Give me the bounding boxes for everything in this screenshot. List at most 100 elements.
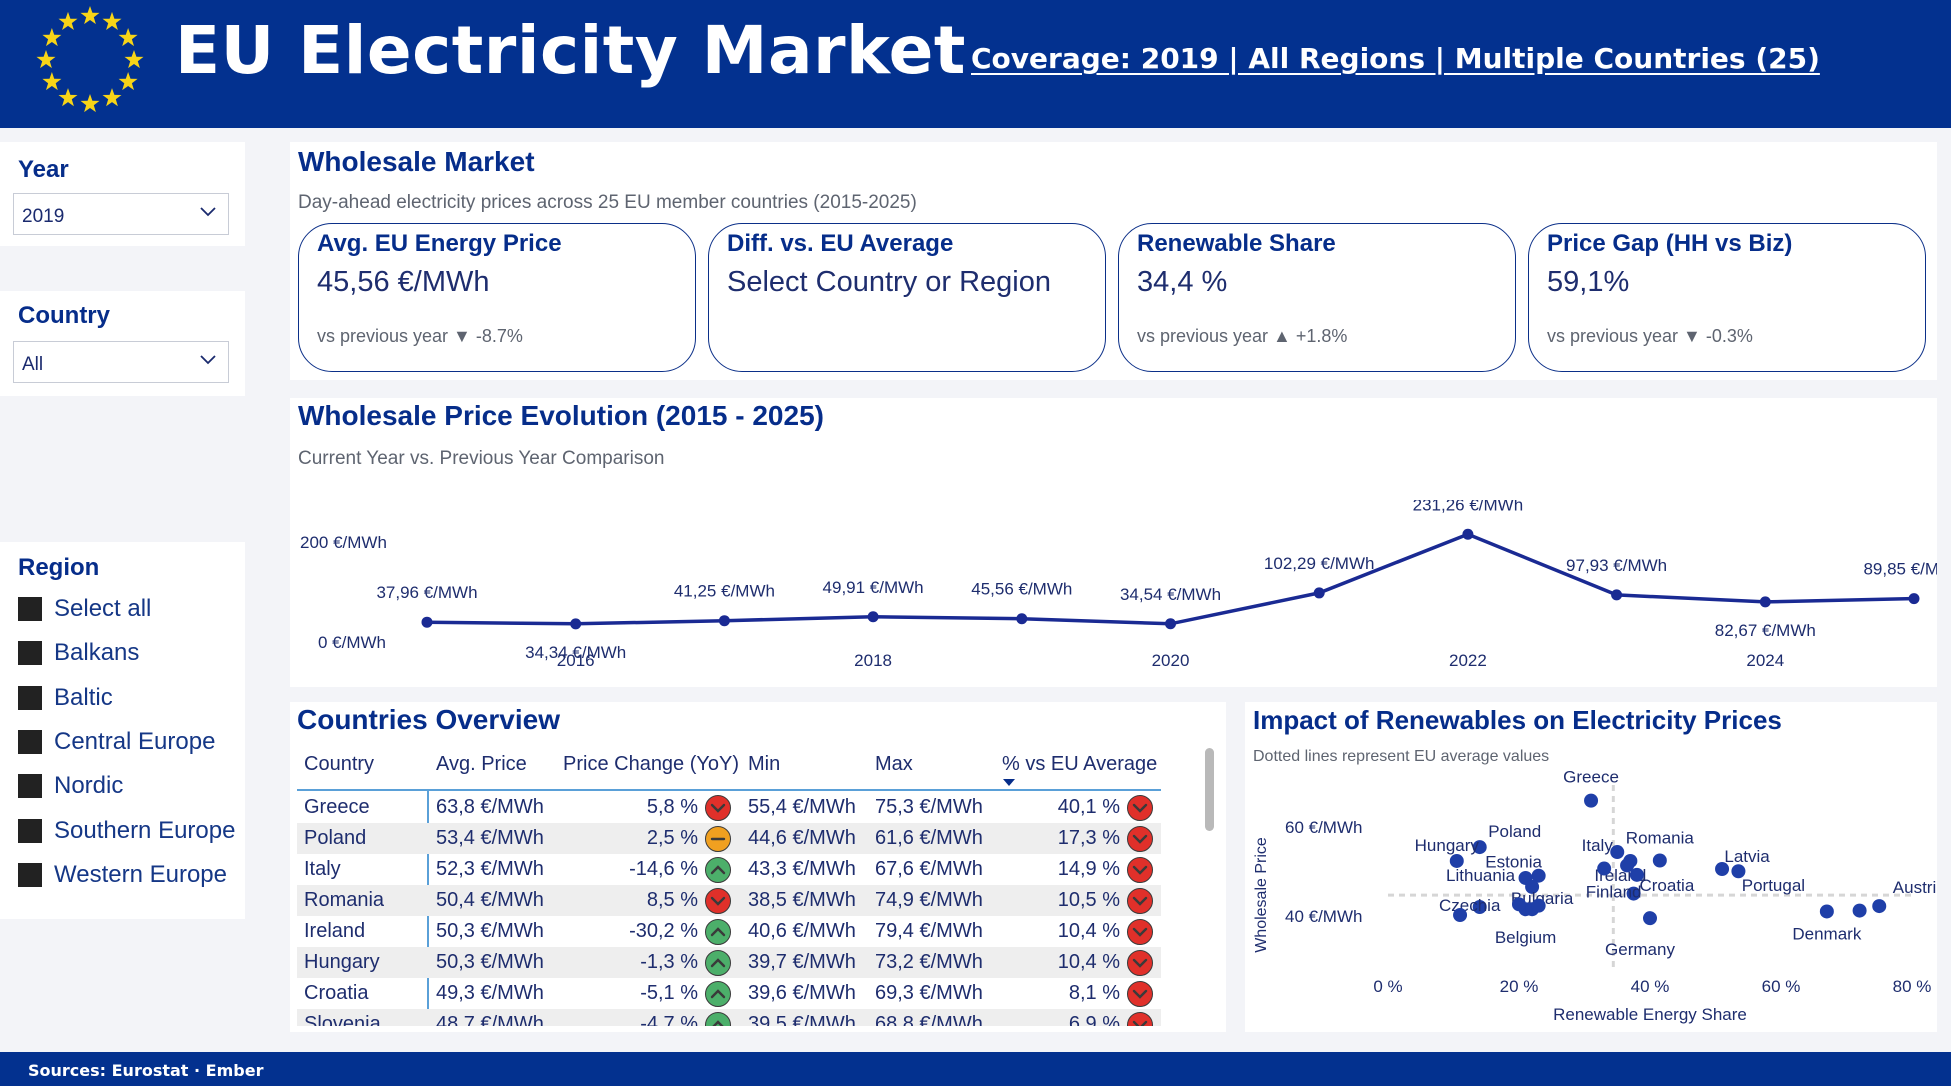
region-item-label: Central Europe xyxy=(54,728,216,755)
year-dropdown[interactable]: 2019 xyxy=(13,193,229,235)
region-item-southern-europe[interactable]: Southern Europe xyxy=(18,814,235,848)
table-row[interactable]: Greece 63,8 €/MWh 5,8 % 55,4 €/MWh 75,3 €/MW… xyxy=(297,792,1161,823)
cell-price-change: -14,6 % xyxy=(629,858,698,880)
country-data-point xyxy=(1584,793,1599,808)
column-header[interactable]: % vs EU Average xyxy=(1002,753,1158,775)
country-slicer: Country All xyxy=(0,291,245,396)
data-label: 89,85 €/MWh xyxy=(1863,560,1937,579)
cell-max: 61,6 €/MWh xyxy=(875,827,983,849)
region-item-select-all[interactable]: Select all xyxy=(18,592,151,626)
region-item-western-europe[interactable]: Western Europe xyxy=(18,858,227,892)
cell-max: 68,8 €/MWh xyxy=(875,1013,983,1026)
cell-min: 40,6 €/MWh xyxy=(748,920,856,942)
arrow-down-circle-icon xyxy=(1127,1012,1153,1026)
table-row[interactable]: Ireland 50,3 €/MWh -30,2 % 40,6 €/MWh 79,4 €… xyxy=(297,916,1161,947)
country-data-point xyxy=(1652,853,1667,868)
checkbox[interactable] xyxy=(18,597,42,621)
checkbox[interactable] xyxy=(18,686,42,710)
country-data-point xyxy=(1626,886,1641,901)
table-row[interactable]: Romania 50,4 €/MWh 8,5 % 38,5 €/MWh 74,9 €/M… xyxy=(297,885,1161,916)
column-header[interactable]: Country xyxy=(304,753,375,775)
arrow-down-circle-icon xyxy=(1127,981,1153,1007)
cell-price-change: -1,3 % xyxy=(640,951,698,973)
arrow-down-circle-icon xyxy=(1127,857,1153,883)
kpi-card-price-gap[interactable]: Price Gap (HH vs Biz) 59,1% vs previous … xyxy=(1528,223,1926,372)
column-header[interactable]: Min xyxy=(748,753,781,775)
country-data-point xyxy=(1643,911,1657,926)
cell-price-change: 2,5 % xyxy=(646,827,698,849)
country-data-point xyxy=(1472,900,1487,914)
country-data-point xyxy=(1453,908,1468,923)
x-tick-label: 2020 xyxy=(1152,651,1190,670)
column-header[interactable]: Price Change (YoY) xyxy=(563,753,740,775)
point-label: Czechia xyxy=(1439,896,1501,915)
region-item-balkans[interactable]: Balkans xyxy=(18,636,139,670)
region-item-central-europe[interactable]: Central Europe xyxy=(18,725,215,759)
region-item-nordic[interactable]: Nordic xyxy=(18,769,123,803)
country-slicer-title: Country xyxy=(18,302,110,329)
country-data-point xyxy=(1620,858,1635,873)
column-header[interactable]: Avg. Price xyxy=(436,753,527,775)
table-row[interactable]: Croatia 49,3 €/MWh -5,1 % 39,6 €/MWh 69,3 €/… xyxy=(297,978,1161,1009)
kpi-card-diff-vs-eu[interactable]: Diff. vs. EU Average Select Country or R… xyxy=(708,223,1106,372)
data-label: 34,54 €/MWh xyxy=(1120,585,1221,604)
kpi-title: Diff. vs. EU Average xyxy=(727,230,954,257)
country-data-point xyxy=(1531,868,1546,883)
sources-text: Sources: Eurostat · Ember xyxy=(28,1061,264,1080)
country-data-point xyxy=(1531,898,1546,913)
data-label: 97,93 €/MWh xyxy=(1566,556,1667,575)
cell-max: 79,4 €/MWh xyxy=(875,920,983,942)
point-label: Denmark xyxy=(1792,924,1861,943)
cell-avg-price: 52,3 €/MWh xyxy=(436,858,544,880)
cell-country: Italy xyxy=(304,858,341,880)
countries-overview-title: Countries Overview xyxy=(297,704,560,735)
x-tick-label: 40 % xyxy=(1631,977,1670,996)
table-row[interactable]: Poland 53,4 €/MWh 2,5 % 44,6 €/MWh 61,6 €/MW… xyxy=(297,823,1161,854)
table-scrollbar[interactable] xyxy=(1205,748,1214,831)
data-label: 82,67 €/MWh xyxy=(1715,621,1816,640)
kpi-card-renewable-share[interactable]: Renewable Share 34,4 % vs previous year … xyxy=(1118,223,1516,372)
kpi-value: Select Country or Region xyxy=(727,266,1051,298)
wholesale-market-subtitle: Day-ahead electricity prices across 25 E… xyxy=(298,192,917,213)
cell-vs-eu: 14,9 % xyxy=(1057,858,1120,880)
point-label: Romania xyxy=(1626,829,1695,848)
star-icon xyxy=(80,94,100,113)
checkbox[interactable] xyxy=(18,819,42,843)
kpi-card-avg-price[interactable]: Avg. EU Energy Price 45,56 €/MWh vs prev… xyxy=(298,223,696,372)
point-label: Estonia xyxy=(1485,853,1542,872)
arrow-down-circle-icon xyxy=(705,795,731,821)
cell-avg-price: 63,8 €/MWh xyxy=(436,796,544,818)
coverage-link[interactable]: Coverage: 2019 | All Regions | Multiple … xyxy=(971,42,1820,75)
cell-avg-price: 50,4 €/MWh xyxy=(436,889,544,911)
country-dropdown[interactable]: All xyxy=(13,341,229,383)
star-icon xyxy=(42,28,62,47)
checkbox[interactable] xyxy=(18,641,42,665)
star-icon xyxy=(118,72,138,91)
x-tick-label: 2024 xyxy=(1746,651,1784,670)
column-header[interactable]: Max xyxy=(875,753,913,775)
data-label: 102,29 €/MWh xyxy=(1264,554,1375,573)
point-label: Croatia xyxy=(1639,876,1694,895)
checkbox[interactable] xyxy=(18,863,42,887)
country-dropdown-value: All xyxy=(22,354,44,375)
checkbox[interactable] xyxy=(18,730,42,754)
table-row[interactable]: Italy 52,3 €/MWh -14,6 % 43,3 €/MWh 67,6 €/M… xyxy=(297,854,1161,885)
data-label: 45,56 €/MWh xyxy=(971,580,1072,599)
arrow-down-circle-icon xyxy=(1127,826,1153,852)
region-item-baltic[interactable]: Baltic xyxy=(18,681,113,715)
price-evolution-line-chart[interactable]: 200 €/MWh 0 €/MWh 37,96 €/MWh 34,34 €/MWh 41… xyxy=(290,500,1937,680)
arrow-up-circle-icon xyxy=(705,1012,731,1026)
checkbox[interactable] xyxy=(18,774,42,798)
sort-desc-icon[interactable] xyxy=(1003,779,1015,786)
cell-avg-price: 50,3 €/MWh xyxy=(436,951,544,973)
point-label: Finland xyxy=(1586,883,1642,902)
price-data-point xyxy=(1611,589,1623,601)
table-row[interactable]: Hungary 50,3 €/MWh -1,3 % 39,7 €/MWh 73,2 €/… xyxy=(297,947,1161,978)
price-evolution-title: Wholesale Price Evolution (2015 - 2025) xyxy=(298,400,824,431)
cell-vs-eu: 40,1 % xyxy=(1057,796,1120,818)
price-data-point xyxy=(1165,618,1176,630)
point-label: Greece xyxy=(1563,770,1619,787)
renewables-scatter-chart[interactable]: Wholesale Price Renewable Energy Share 60 … xyxy=(1245,770,1937,1032)
x-axis-title: Renewable Energy Share xyxy=(1553,1005,1747,1024)
table-row[interactable]: Slovenia 48,7 €/MWh -4,7 % 39,5 €/MWh 68,8 €… xyxy=(297,1009,1161,1026)
